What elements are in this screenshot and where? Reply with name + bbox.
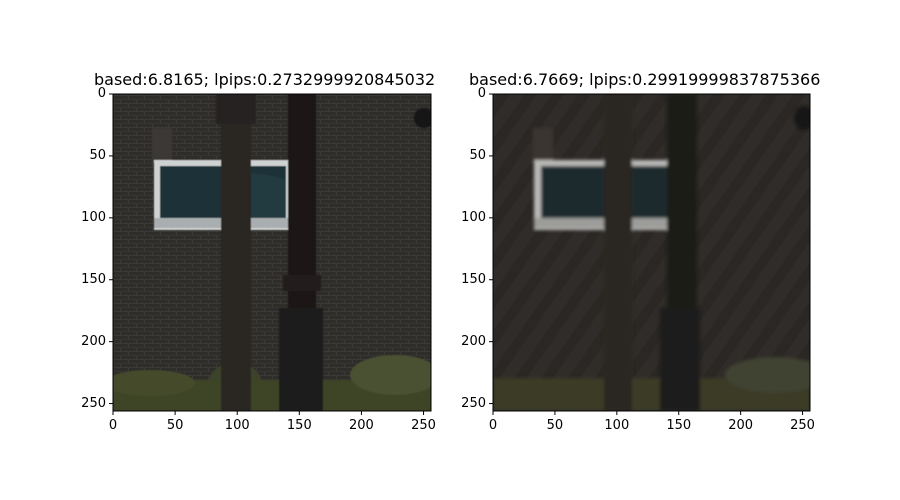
- right-x-tick-label: 250: [790, 418, 815, 433]
- left-y-tick-label: 100: [81, 209, 106, 225]
- right-panel-title: based:6.7669; lpips:0.29919999837875366: [469, 70, 821, 89]
- lamp-post: [667, 94, 697, 314]
- right-y-tick-label: 200: [461, 333, 486, 349]
- right-image: [493, 94, 810, 411]
- tree-trunk: [221, 94, 251, 411]
- left-x-tick-label: 0: [108, 418, 118, 433]
- right-y-tick-label: 100: [461, 209, 486, 225]
- right-y-tick-label: 0: [477, 86, 486, 101]
- left-x-tick-label: 250: [411, 418, 436, 433]
- left-y-tick-label: 50: [89, 147, 106, 163]
- left-image: [113, 94, 431, 411]
- left-y-tick-label: 250: [81, 395, 106, 411]
- right-axes-frame: [492, 93, 811, 412]
- right-x-tick-label: 150: [666, 418, 692, 433]
- left-y-tick-label: 200: [81, 333, 106, 349]
- left-y-tick-label: 150: [81, 271, 106, 287]
- right-x-tick-label: 50: [546, 418, 564, 433]
- right-x-tick-label: 100: [604, 418, 630, 433]
- left-x-tick-label: 50: [166, 418, 184, 433]
- right-y-tick-label: 250: [461, 395, 486, 411]
- right-x-tick-label: 0: [488, 418, 498, 433]
- left-x-tick-label: 100: [224, 418, 250, 433]
- left-y-tick-label: 0: [97, 86, 106, 101]
- right-y-tick-label: 150: [461, 271, 486, 287]
- left-x-tick-label: 200: [349, 418, 374, 433]
- right-x-tick-label: 200: [728, 418, 754, 433]
- left-axes-frame: [112, 93, 432, 412]
- left-panel-title: based:6.8165; lpips:0.2732999920845032: [94, 70, 436, 89]
- right-y-tick-label: 50: [469, 147, 486, 163]
- left-x-tick-label: 150: [286, 418, 312, 433]
- tree-trunk: [604, 94, 632, 411]
